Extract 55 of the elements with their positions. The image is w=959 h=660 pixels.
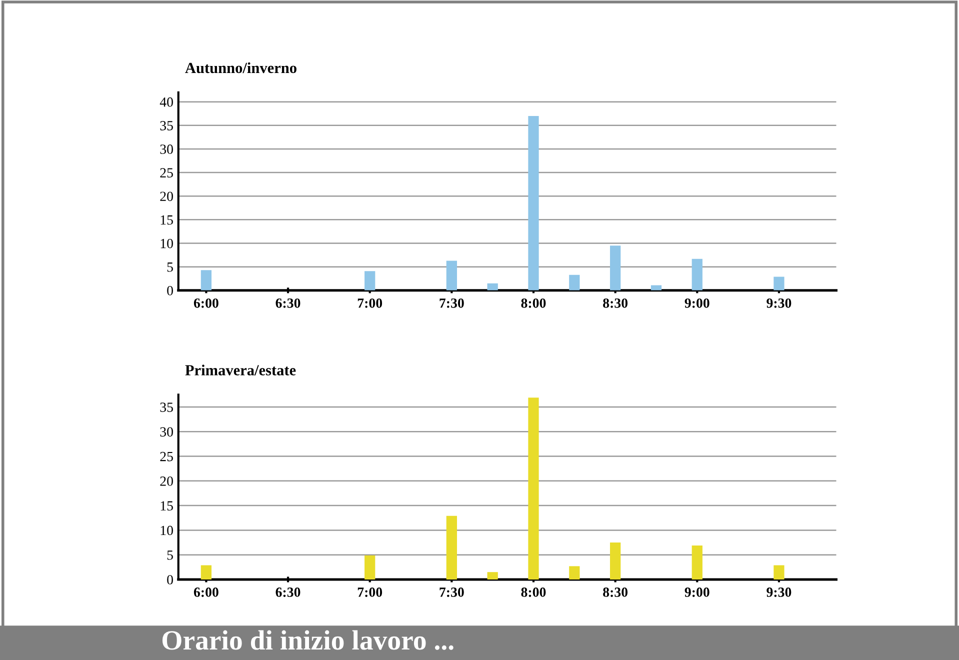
y-tick-label: 25 — [160, 452, 173, 462]
text: Orario di inizio lavoro ... — [162, 630, 454, 650]
bar — [487, 283, 498, 290]
x-tick-label: 9:30 — [766, 588, 792, 597]
y-tick-label: 30 — [160, 144, 173, 154]
x-tick-label: 8:30 — [603, 298, 628, 308]
bar — [528, 398, 539, 580]
y-tick-label: 15 — [160, 501, 173, 511]
bar — [774, 565, 784, 580]
bar — [487, 572, 498, 580]
y-tick-label: 10 — [160, 238, 173, 248]
bar — [364, 271, 376, 290]
bar — [692, 545, 702, 580]
y-tick-label: 10 — [160, 526, 173, 536]
bar — [200, 565, 212, 580]
y-tick-label: 0 — [167, 286, 173, 296]
x-tick-label: 8:00 — [521, 588, 546, 597]
y-tick-label: 5 — [167, 262, 173, 272]
x-tick-label: 8:30 — [603, 588, 628, 597]
y-tick-label: 15 — [160, 215, 173, 225]
bar — [446, 516, 457, 580]
y-tick-label: 0 — [167, 575, 173, 584]
bar — [650, 285, 662, 290]
x-tick-label: 6:30 — [276, 588, 300, 597]
x-tick-label: 6:00 — [194, 588, 218, 597]
x-tick-label: 9:30 — [766, 298, 792, 308]
y-tick-label: 40 — [160, 97, 173, 107]
bar — [200, 270, 212, 290]
x-tick-label: 6:00 — [194, 298, 218, 308]
chart-title: Primavera/estate — [185, 364, 296, 376]
y-tick-label: 5 — [167, 550, 173, 560]
bar — [569, 566, 580, 580]
y-tick-label: 20 — [160, 476, 173, 486]
bar — [774, 276, 784, 290]
x-tick-label: 9:00 — [684, 588, 710, 597]
y-tick-label: 25 — [160, 168, 173, 178]
bar — [610, 542, 621, 580]
x-tick-label: 8:00 — [521, 298, 546, 308]
bar — [446, 260, 457, 290]
x-tick-label: 7:30 — [440, 588, 464, 597]
y-tick-label: 30 — [160, 427, 173, 437]
bar — [692, 258, 702, 290]
chart-title: Autunno/inverno — [185, 62, 296, 74]
bar — [569, 274, 580, 290]
bar — [528, 116, 539, 290]
bar — [364, 555, 376, 580]
x-tick-label: 7:00 — [358, 588, 382, 597]
x-tick-label: 9:00 — [684, 298, 710, 308]
x-tick-label: 6:30 — [276, 298, 300, 308]
y-tick-label: 35 — [160, 121, 173, 130]
y-tick-label: 20 — [160, 192, 173, 202]
x-tick-label: 7:30 — [440, 298, 464, 308]
bar — [610, 246, 621, 290]
x-tick-label: 7:00 — [358, 298, 382, 308]
y-tick-label: 35 — [160, 402, 173, 412]
